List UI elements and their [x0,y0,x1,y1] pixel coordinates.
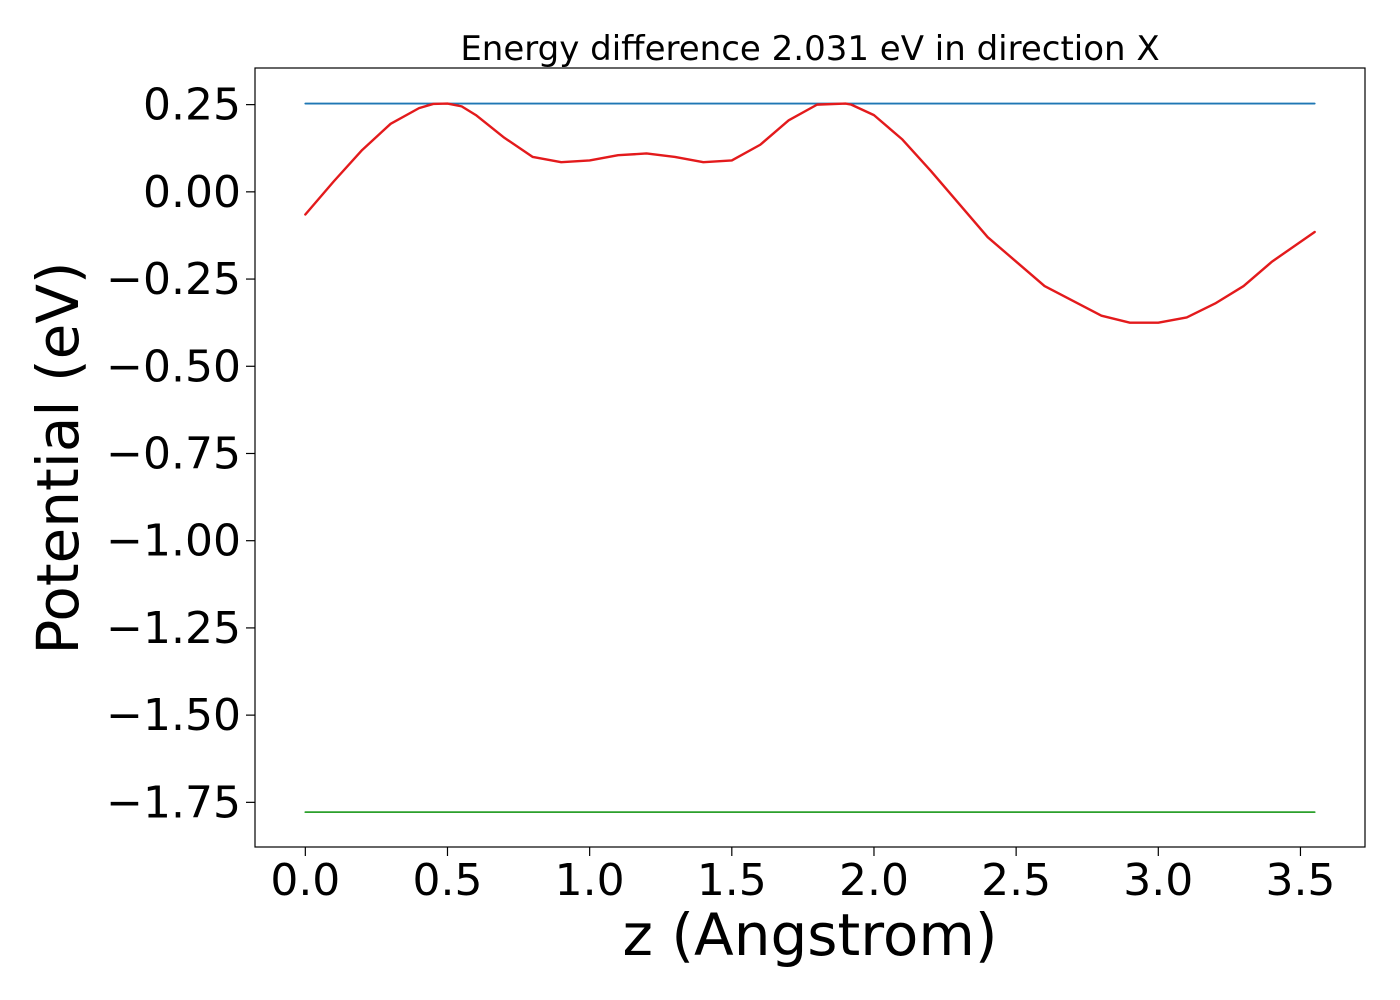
x-tick-label: 0.5 [412,855,482,906]
y-axis-title: Potential (eV) [24,261,92,654]
x-axis-title: z (Angstrom) [623,901,998,969]
x-axis-ticks: 0.0 0.5 1.0 1.5 2.0 2.5 3.0 3.5 [270,847,1335,906]
x-tick-label: 3.5 [1265,855,1335,906]
y-tick-label: −0.25 [106,254,241,305]
y-tick-label: −0.75 [106,428,241,479]
y-tick-label: −1.00 [106,516,241,567]
x-tick-label: 0.0 [270,855,340,906]
y-tick-label: −1.25 [106,603,241,654]
x-tick-label: 2.0 [839,855,909,906]
y-axis-ticks: 0.25 0.00 −0.25 −0.50 −0.75 −1.00 −1.25 −1.50 −1… [106,80,255,828]
series-line-2 [304,102,1316,324]
y-tick-label: −1.50 [106,690,241,741]
x-tick-label: 2.5 [981,855,1051,906]
x-tick-label: 3.0 [1123,855,1193,906]
y-tick-label: 0.00 [143,167,241,218]
series-layer [304,102,1316,814]
chart-title: Energy difference 2.031 eV in direction … [460,29,1159,69]
y-tick-label: −0.50 [106,341,241,392]
x-tick-label: 1.5 [697,855,767,906]
plot-frame [254,67,1366,848]
y-tick-label: −1.75 [106,777,241,828]
x-tick-label: 1.0 [555,855,625,906]
y-tick-label: 0.25 [143,80,241,131]
